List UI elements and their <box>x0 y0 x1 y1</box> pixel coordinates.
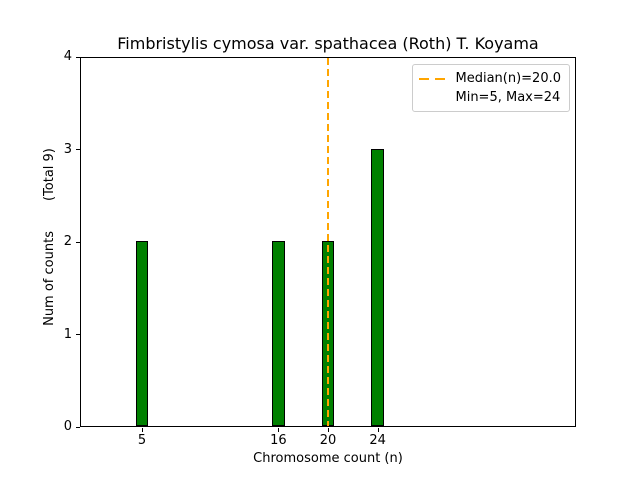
x-tick-mark-16 <box>278 428 280 432</box>
legend-row-median: Median(n)=20.0 <box>419 69 561 88</box>
y-tick-label-0: 0 <box>63 419 72 434</box>
x-tick-label-24: 24 <box>369 433 386 448</box>
bar-n-5 <box>135 241 149 426</box>
legend: Median(n)=20.0 Min=5, Max=24 <box>412 64 570 112</box>
bar-n-16 <box>272 241 285 426</box>
y-axis-label-total: (Total 9) <box>41 148 57 202</box>
y-tick-mark-0 <box>76 426 80 428</box>
x-axis-label: Chromosome count (n) <box>253 451 403 466</box>
y-tick-mark-2 <box>76 241 80 243</box>
x-tick-mark-5 <box>142 428 143 432</box>
x-tick-label-5: 5 <box>137 433 147 448</box>
y-tick-label-2: 2 <box>63 234 72 249</box>
legend-label-median: Median(n)=20.0 <box>455 71 561 86</box>
y-tick-mark-4 <box>76 56 80 58</box>
legend-swatch-empty <box>419 97 445 99</box>
median-dashed-line-swatch <box>419 77 446 80</box>
legend-label-minmax: Min=5, Max=24 <box>455 90 561 105</box>
y-tick-mark-1 <box>76 334 80 335</box>
bar-n-24 <box>371 148 384 426</box>
chart-title: Fimbristylis cymosa var. spathacea (Roth… <box>117 34 539 53</box>
x-tick-label-20: 20 <box>319 433 337 448</box>
y-tick-mark-3 <box>76 149 80 150</box>
x-tick-label-16: 16 <box>270 433 287 448</box>
median-line <box>327 58 329 426</box>
y-tick-label-4: 4 <box>63 49 72 64</box>
x-tick-mark-20 <box>328 428 329 432</box>
y-tick-label-3: 3 <box>63 141 72 157</box>
plot-area: Median(n)=20.0 Min=5, Max=24 <box>80 57 576 427</box>
y-tick-label-1: 1 <box>63 326 72 342</box>
y-axis-label: Num of counts (Total 9) <box>36 52 62 422</box>
legend-row-minmax: Min=5, Max=24 <box>419 88 561 107</box>
y-axis-label-main: Num of counts <box>41 231 57 326</box>
x-tick-mark-24 <box>377 428 379 432</box>
